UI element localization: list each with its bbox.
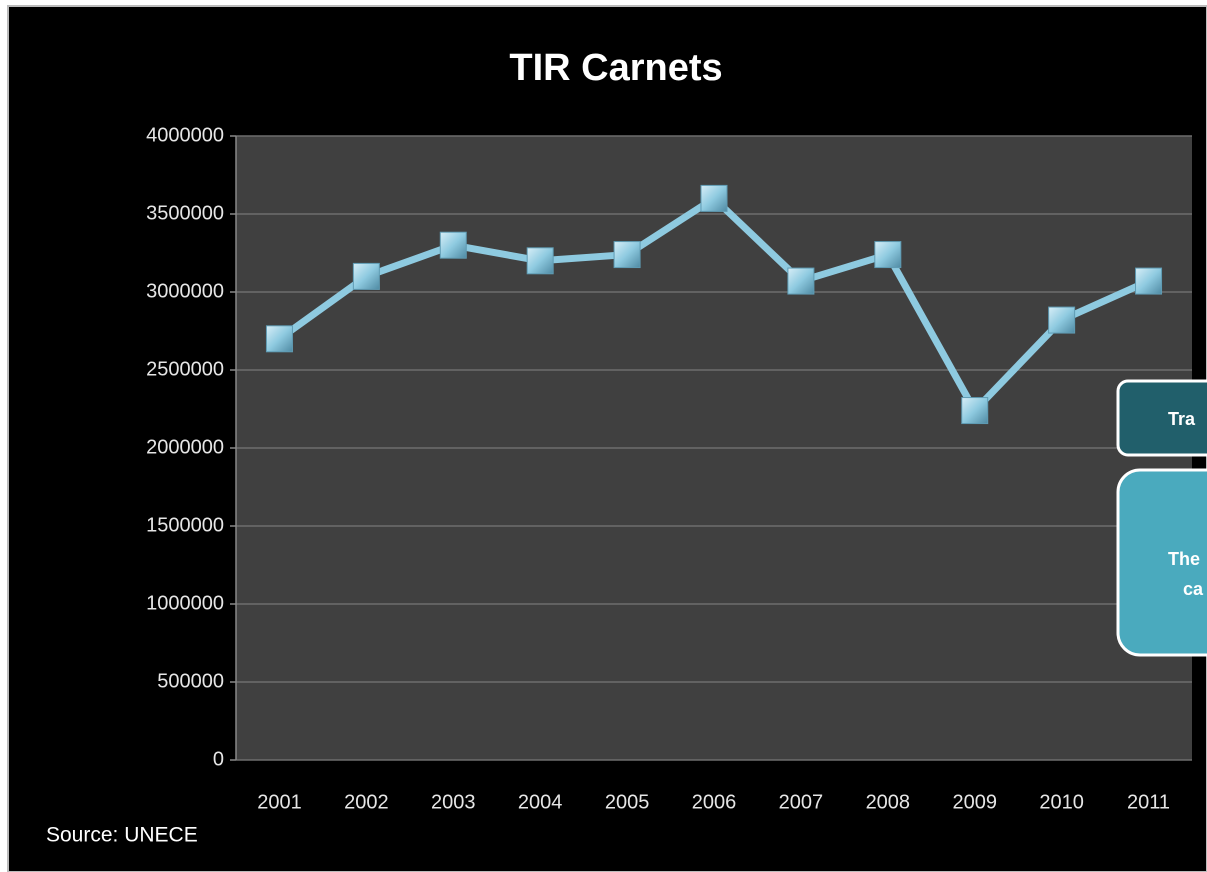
x-tick-label: 2008 [866,791,911,813]
marker [352,262,380,290]
x-tick-label: 2004 [518,791,563,813]
marker [961,397,989,425]
annotation-text: Tra [1168,409,1196,429]
marker [874,241,902,269]
marker [787,267,815,295]
y-tick-label: 2000000 [146,436,224,458]
x-tick-label: 2003 [431,791,476,813]
y-tick-label: 3000000 [146,280,224,302]
marker [1048,306,1076,334]
x-tick-label: 2006 [692,791,737,813]
x-tick-label: 2010 [1039,791,1084,813]
source: Source: UNECE [46,824,198,847]
x-tick-label: 2001 [257,791,302,813]
marker [700,184,728,212]
y-tick-label: 0 [213,748,224,770]
y-tick-label: 3500000 [146,202,224,224]
x-tick-label: 2005 [605,791,650,813]
marker [265,325,293,353]
x-tick-label: 2002 [344,791,389,813]
marker [526,247,554,275]
marker [439,231,467,259]
y-tick-label: 4000000 [146,124,224,146]
annotation-text: The [1168,549,1200,569]
x-tick-label: 2007 [779,791,824,813]
marker [613,241,641,269]
y-tick-label: 1500000 [146,514,224,536]
y-tick-label: 2500000 [146,358,224,380]
y-tick-label: 1000000 [146,592,224,614]
marker [1135,267,1163,295]
annotation-box [1116,379,1207,457]
y-tick-label: 500000 [157,670,224,692]
chart-title: TIR Carnets [509,47,722,89]
annotation-box [1116,468,1207,657]
x-tick-label: 2009 [952,791,997,813]
annotations: Tra The ca [1116,379,1207,657]
annotation-text: ca [1183,579,1204,599]
x-tick-label: 2011 [1127,791,1170,813]
